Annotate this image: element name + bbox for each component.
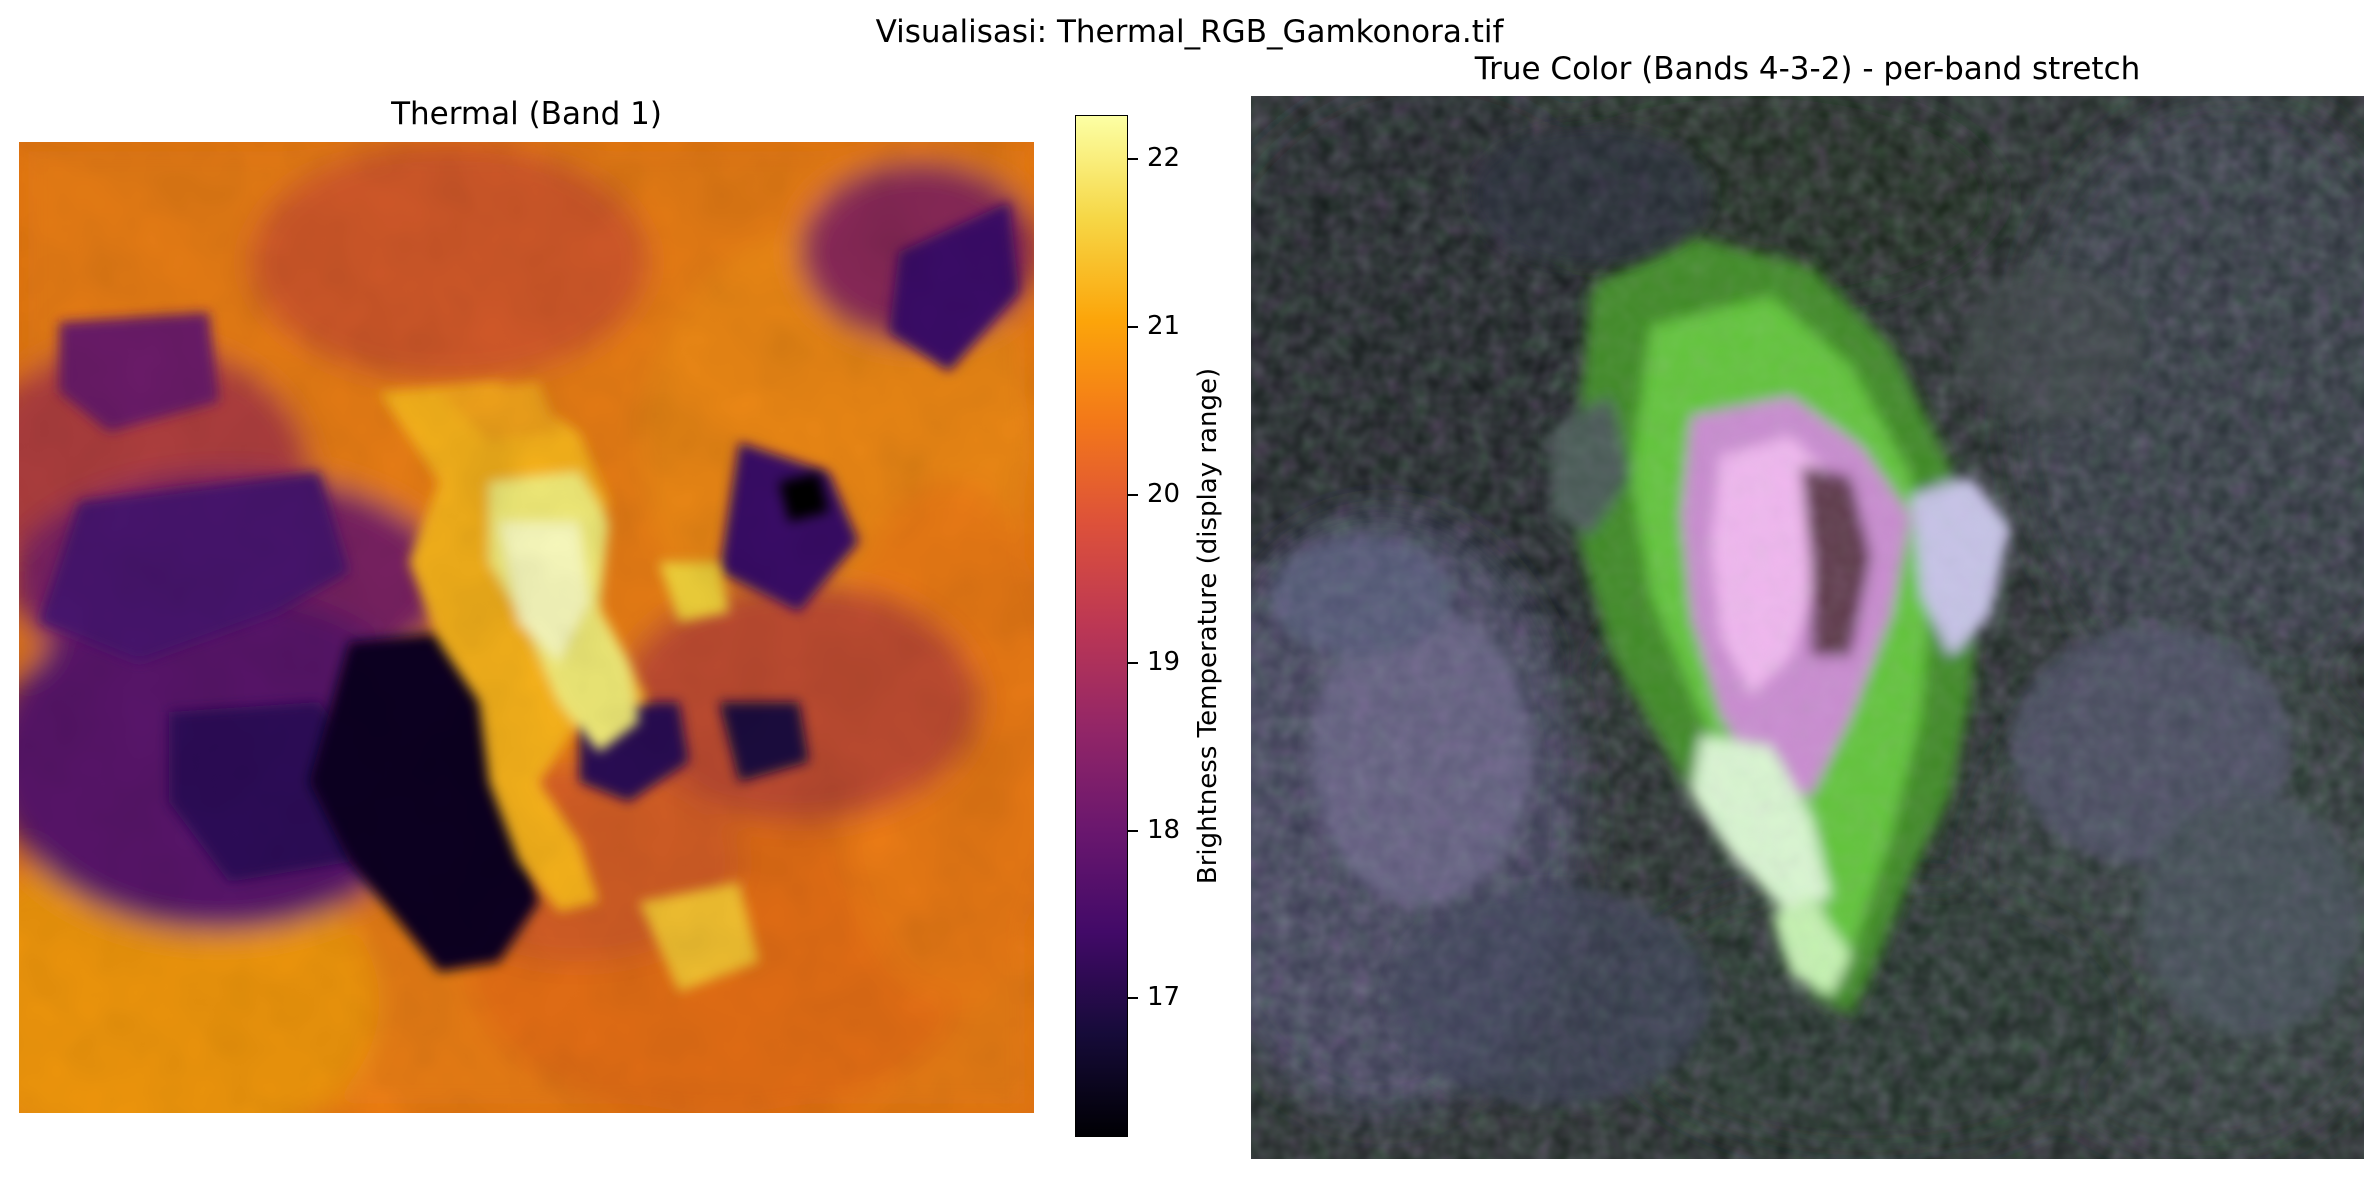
colorbar-tick <box>1128 662 1138 664</box>
colorbar-tick <box>1128 158 1138 160</box>
figure-title: Visualisasi: Thermal_RGB_Gamkonora.tif <box>875 14 1504 50</box>
colorbar-tick-label: 21 <box>1147 311 1181 341</box>
colorbar <box>1075 115 1128 1137</box>
colorbar-tick-label: 17 <box>1147 982 1181 1012</box>
true-color-image <box>1251 96 2364 1159</box>
colorbar-tick-label: 18 <box>1147 815 1181 845</box>
colorbar-tick <box>1128 830 1138 832</box>
colorbar-label: Brightness Temperature (display range) <box>1193 367 1223 885</box>
colorbar-tick-label: 20 <box>1147 479 1181 509</box>
colorbar-tick-label: 19 <box>1147 647 1181 677</box>
rgb-panel-title: True Color (Bands 4-3-2) - per-band stre… <box>1474 51 2141 87</box>
colorbar-tick <box>1128 997 1138 999</box>
thermal-image <box>19 142 1034 1113</box>
colorbar-tick <box>1128 494 1138 496</box>
colorbar-tick <box>1128 326 1138 328</box>
colorbar-tick-label: 22 <box>1147 143 1181 173</box>
thermal-panel-title: Thermal (Band 1) <box>391 96 662 132</box>
